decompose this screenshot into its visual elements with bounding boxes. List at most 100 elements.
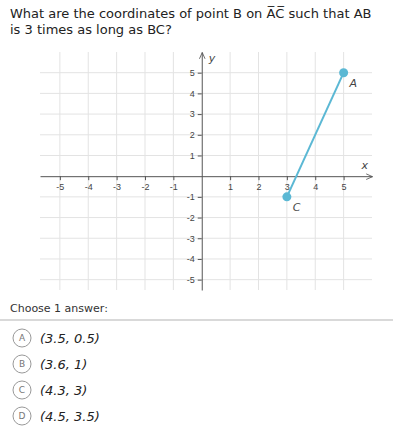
choice-letter[interactable]: B bbox=[19, 359, 25, 369]
tick: 2 bbox=[256, 176, 261, 191]
tick-mark bbox=[173, 176, 174, 180]
tick-mark bbox=[198, 218, 202, 219]
tick-label: -1 bbox=[170, 182, 178, 192]
tick-label: 4 bbox=[190, 89, 195, 99]
answer-choice[interactable]: A (3.5, 0.5) bbox=[13, 329, 100, 347]
point-labels: AC bbox=[293, 77, 357, 214]
tick-mark bbox=[198, 93, 202, 94]
point bbox=[282, 192, 291, 201]
tick-label: 1 bbox=[228, 182, 233, 192]
tick: -2 bbox=[141, 176, 149, 191]
tick: -4 bbox=[187, 254, 202, 264]
tick: -5 bbox=[187, 275, 202, 285]
tick: 5 bbox=[190, 68, 202, 78]
separator bbox=[0, 319, 393, 321]
x-axis: -5 -4 -3 -2 -1 1 2 3 4 5 bbox=[41, 176, 373, 191]
point-label: C bbox=[293, 201, 301, 214]
tick-label: -3 bbox=[187, 234, 195, 244]
tick-mark bbox=[198, 259, 202, 260]
chart: What are the coordinates of point B on A… bbox=[0, 0, 393, 444]
choice-text[interactable]: (3.6, 1) bbox=[40, 357, 87, 372]
grid-line bbox=[343, 52, 344, 290]
tick-label: -4 bbox=[187, 254, 195, 264]
point bbox=[339, 68, 348, 77]
grid-line bbox=[40, 114, 372, 115]
point-label: A bbox=[349, 77, 358, 90]
tick-mark bbox=[198, 280, 202, 281]
tick: 1 bbox=[190, 151, 202, 161]
tick-label: 2 bbox=[190, 130, 195, 140]
choice-text[interactable]: (3.5, 0.5) bbox=[40, 331, 100, 346]
answer-choice[interactable]: C (4.3, 3) bbox=[13, 381, 87, 399]
tick-label: -4 bbox=[85, 182, 93, 192]
tick-mark bbox=[315, 176, 316, 180]
tick-mark bbox=[88, 176, 89, 180]
tick: -3 bbox=[113, 176, 121, 191]
grid-line bbox=[40, 134, 372, 135]
tick-label: -2 bbox=[187, 213, 195, 223]
grid-line bbox=[59, 52, 60, 290]
tick: 2 bbox=[190, 130, 202, 140]
tick-mark bbox=[198, 197, 202, 198]
grid-line bbox=[40, 93, 372, 94]
grid-line bbox=[258, 52, 259, 290]
tick-label: -5 bbox=[56, 182, 64, 192]
tick-mark bbox=[198, 135, 202, 136]
grid-line bbox=[144, 52, 145, 290]
tick: -1 bbox=[170, 176, 178, 191]
grid-line bbox=[173, 52, 174, 290]
tick-mark bbox=[117, 176, 118, 180]
answer-choices: A (3.5, 0.5) B (3.6, 1) C (4.3, 3) D (4.5, 3.5) bbox=[13, 329, 100, 425]
choice-text[interactable]: (4.3, 3) bbox=[40, 383, 87, 398]
choice-letter[interactable]: A bbox=[19, 333, 26, 343]
tick: 3 bbox=[285, 176, 290, 191]
title-line: What are the coordinates of point B on A… bbox=[10, 6, 371, 21]
tick: 5 bbox=[342, 176, 347, 191]
tick-label: 5 bbox=[342, 182, 347, 192]
grid-line bbox=[315, 52, 316, 290]
grid-line bbox=[116, 52, 117, 290]
title: What are the coordinates of point B on A… bbox=[10, 6, 371, 37]
choice-circle[interactable] bbox=[13, 407, 31, 425]
tick-label: 4 bbox=[313, 182, 318, 192]
tick-label: 1 bbox=[190, 151, 195, 161]
y-axis-label: y bbox=[208, 52, 216, 65]
choice-letter[interactable]: C bbox=[19, 385, 25, 395]
grid-line bbox=[286, 52, 287, 290]
axis-line bbox=[41, 176, 373, 177]
tick-mark bbox=[198, 238, 202, 239]
title-line: is 3 times as long as BC? bbox=[10, 22, 172, 37]
grid-line bbox=[40, 72, 372, 73]
tick-label: -5 bbox=[187, 275, 195, 285]
grid-line bbox=[40, 217, 372, 218]
grid bbox=[40, 52, 372, 290]
tick-label: 3 bbox=[190, 109, 195, 119]
tick: -5 bbox=[56, 176, 64, 191]
choice-circle[interactable] bbox=[13, 381, 31, 399]
answer-choice[interactable]: B (3.6, 1) bbox=[13, 355, 87, 373]
choice-circle[interactable] bbox=[13, 329, 31, 347]
tick: -2 bbox=[187, 213, 202, 223]
tick: 4 bbox=[190, 89, 202, 99]
tick-mark bbox=[198, 114, 202, 115]
tick: 4 bbox=[313, 176, 318, 191]
choice-circle[interactable] bbox=[13, 355, 31, 373]
tick: -1 bbox=[187, 192, 202, 202]
tick-mark bbox=[230, 176, 231, 180]
tick-label: -3 bbox=[113, 182, 121, 192]
grid-line bbox=[40, 279, 372, 280]
annotation: Choose 1 answer: bbox=[10, 302, 108, 315]
answer-choice[interactable]: D (4.5, 3.5) bbox=[13, 407, 100, 425]
grid-line bbox=[88, 52, 89, 290]
grid-line bbox=[230, 52, 231, 290]
tick-mark bbox=[60, 176, 61, 180]
tick: 3 bbox=[190, 109, 202, 119]
tick-mark bbox=[258, 176, 259, 180]
tick-mark bbox=[344, 176, 345, 180]
tick-mark bbox=[198, 155, 202, 156]
choice-letter[interactable]: D bbox=[19, 411, 26, 421]
y-axis: -5 -4 -3 -2 -1 1 2 3 4 5 bbox=[187, 53, 203, 291]
choice-text[interactable]: (4.5, 3.5) bbox=[40, 409, 100, 424]
plot-area bbox=[282, 68, 348, 201]
segment bbox=[287, 73, 344, 197]
